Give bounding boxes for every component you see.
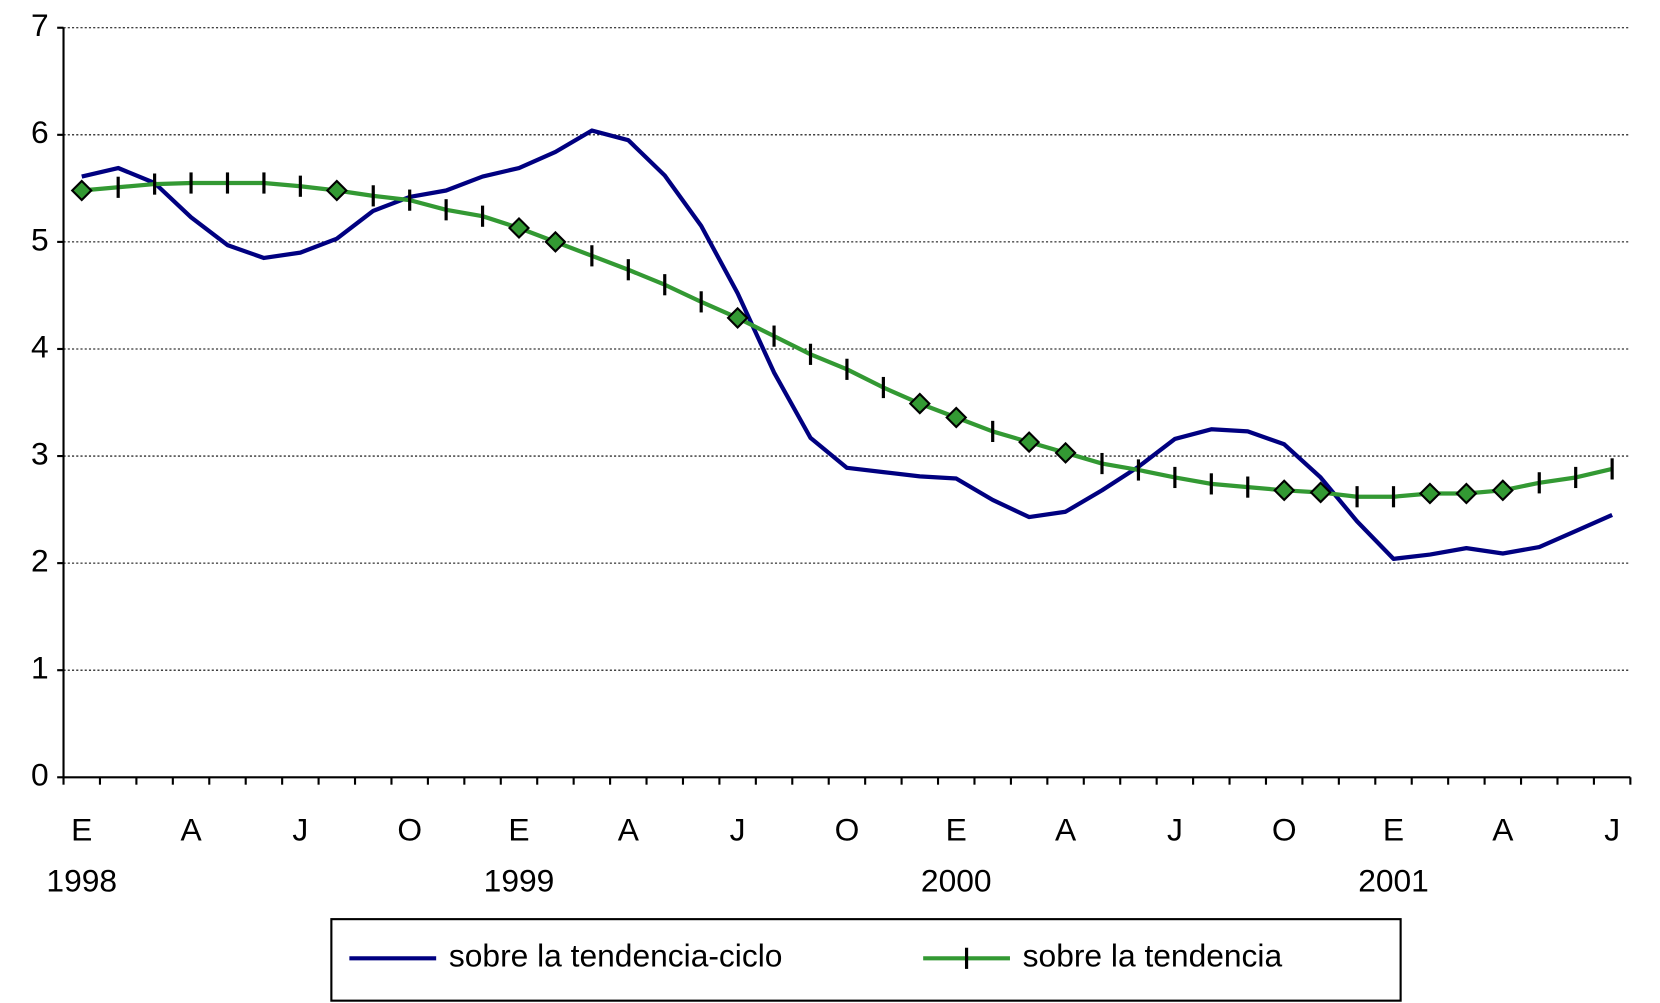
x-tick-label: E <box>946 812 967 848</box>
marker-diamond <box>726 306 749 329</box>
marker-diamond <box>1309 481 1332 504</box>
y-tick-label: 5 <box>31 221 49 257</box>
x-tick-label: E <box>1383 812 1404 848</box>
marker-diamond <box>1054 441 1077 464</box>
x-tick-label: J <box>1604 812 1620 848</box>
x-tick-label: A <box>618 812 640 848</box>
y-tick-label: 4 <box>31 328 49 364</box>
marker-diamond <box>544 230 567 253</box>
x-tick-label: A <box>1055 812 1077 848</box>
x-tick-label: O <box>1272 812 1297 848</box>
series-line <box>81 180 1613 499</box>
marker-diamond <box>70 179 93 202</box>
year-label: 1998 <box>46 863 117 899</box>
year-label: 2000 <box>921 863 992 899</box>
marker-diamond <box>1273 479 1296 502</box>
marker-diamond <box>1455 482 1478 505</box>
x-tick-label: J <box>292 812 308 848</box>
x-tick-label: E <box>71 812 92 848</box>
y-tick-label: 6 <box>31 114 49 150</box>
marker-diamond <box>1418 482 1441 505</box>
marker-diamond <box>325 179 348 202</box>
marker-diamond <box>945 406 968 429</box>
x-tick-label: O <box>835 812 860 848</box>
y-tick-label: 0 <box>31 757 49 793</box>
legend-label: sobre la tendencia <box>1023 938 1283 974</box>
marker-diamond <box>1018 431 1041 454</box>
x-tick-label: J <box>730 812 746 848</box>
x-tick-label: O <box>397 812 422 848</box>
legend-box <box>330 918 1402 1002</box>
x-tick-label: J <box>1167 812 1183 848</box>
year-label: 2001 <box>1358 863 1429 899</box>
y-tick-label: 1 <box>31 650 49 686</box>
marker-diamond <box>908 392 931 415</box>
x-tick-label: E <box>508 812 529 848</box>
y-tick-label: 7 <box>31 7 49 43</box>
y-tick-label: 2 <box>31 543 49 579</box>
marker-diamond <box>1491 479 1514 502</box>
series-line <box>81 128 1613 561</box>
legend-label: sobre la tendencia-ciclo <box>449 938 783 974</box>
x-tick-label: A <box>180 812 202 848</box>
year-label: 1999 <box>484 863 555 899</box>
x-tick-label: A <box>1492 812 1514 848</box>
marker-diamond <box>507 216 531 240</box>
y-tick-label: 3 <box>31 435 49 471</box>
